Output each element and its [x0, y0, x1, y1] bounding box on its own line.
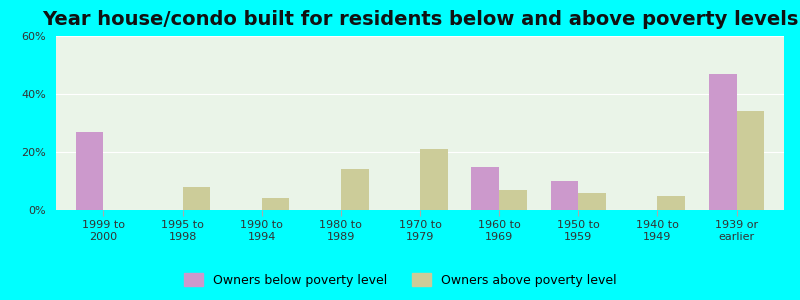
Bar [737, 111, 764, 210]
Bar [182, 187, 210, 210]
Bar [341, 169, 369, 210]
Bar [262, 198, 290, 210]
Legend: Owners below poverty level, Owners above poverty level: Owners below poverty level, Owners above… [180, 270, 620, 291]
Title: Year house/condo built for residents below and above poverty levels: Year house/condo built for residents bel… [42, 10, 798, 29]
Bar [578, 193, 606, 210]
Bar [471, 167, 499, 210]
Bar [709, 74, 737, 210]
Bar [550, 181, 578, 210]
Bar [499, 190, 527, 210]
Bar [420, 149, 448, 210]
Bar [658, 196, 685, 210]
Bar [76, 132, 103, 210]
